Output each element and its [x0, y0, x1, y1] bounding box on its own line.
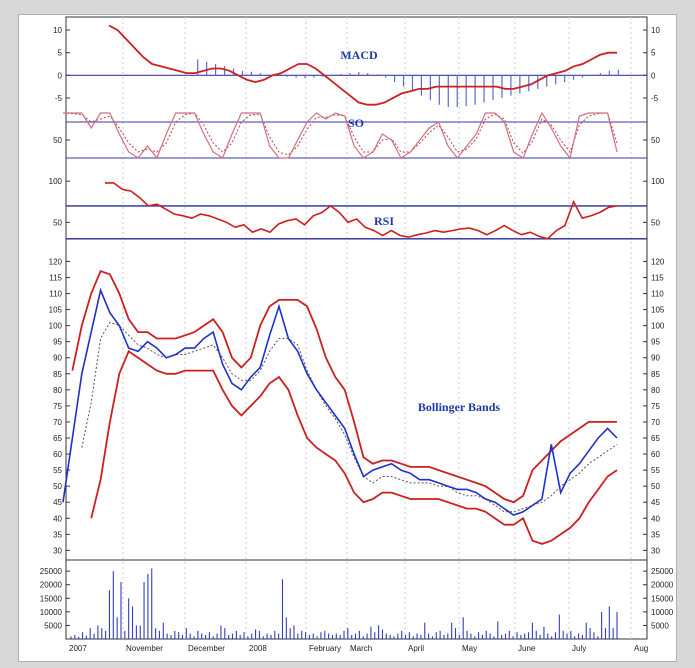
volume-tick-label: 25000	[40, 567, 63, 576]
plot-border	[65, 16, 648, 640]
upper-band-line	[71, 269, 617, 504]
price-tick-label: 70	[53, 418, 62, 427]
month-label: May	[462, 644, 477, 653]
so-title: SO	[348, 116, 364, 130]
price-tick-label-right: 110	[651, 290, 664, 299]
volume-tick-label-right: 10000	[651, 608, 674, 617]
price-tick-label: 35	[53, 530, 62, 539]
panel-frames	[65, 16, 648, 640]
so-tick-label-right: 50	[651, 136, 660, 145]
volume-tick-label-right: 20000	[651, 581, 674, 590]
rsi-title: RSI	[374, 214, 394, 228]
price-tick-label-right: 50	[651, 482, 660, 491]
rsi-panel	[66, 182, 647, 240]
so-tick-label: 50	[53, 136, 62, 145]
macd-tick-label-right: 5	[651, 49, 656, 58]
price-tick-label-right: 80	[651, 386, 660, 395]
volume-tick-label: 10000	[40, 608, 63, 617]
chart-canvas: 10 10 5 5 0 0 -5 -5 50 50 100 100 50 50 120 120 115 115 11…	[18, 14, 677, 662]
price-tick-label-right: 45	[651, 498, 660, 507]
rsi-tick-label: 100	[49, 177, 63, 186]
price-tick-label-right: 40	[651, 514, 660, 523]
macd-panel	[66, 24, 647, 107]
bollinger-title: Bollinger Bands	[418, 400, 500, 414]
price-tick-label-right: 105	[651, 306, 665, 315]
price-line	[62, 287, 618, 516]
so-panel	[62, 111, 647, 160]
price-tick-label-right: 65	[651, 434, 660, 443]
price-tick-label: 55	[53, 466, 62, 475]
price-tick-label-right: 75	[651, 402, 660, 411]
volume-tick-label-right: 25000	[651, 567, 674, 576]
price-tick-label-right: 30	[651, 546, 660, 555]
month-label: November	[126, 644, 163, 653]
month-label: April	[408, 644, 424, 653]
price-tick-label: 60	[53, 450, 62, 459]
volume-panel	[70, 568, 618, 639]
lower-band-line	[90, 349, 618, 545]
month-label: July	[572, 644, 586, 653]
rsi-tick-label-right: 100	[651, 177, 665, 186]
price-tick-label: 85	[53, 370, 62, 379]
month-label: 2008	[249, 644, 267, 653]
so-d-line	[62, 112, 618, 156]
macd-tick-label-right: 10	[651, 26, 660, 35]
month-label: Aug	[634, 644, 648, 653]
macd-tick-label: 10	[53, 26, 62, 35]
price-tick-label-right: 85	[651, 370, 660, 379]
macd-tick-label-right: -5	[651, 94, 659, 103]
rsi-tick-label-right: 50	[651, 218, 660, 227]
price-tick-label: 75	[53, 402, 62, 411]
macd-tick-label: -5	[55, 94, 63, 103]
price-tick-label-right: 100	[651, 322, 665, 331]
price-tick-label: 50	[53, 482, 62, 491]
price-tick-label-right: 120	[651, 257, 665, 266]
price-tick-label: 100	[49, 322, 63, 331]
macd-tick-label: 0	[58, 71, 63, 80]
volume-tick-label-right: 15000	[651, 594, 674, 603]
volume-tick-label: 5000	[44, 621, 62, 630]
price-tick-label: 105	[49, 306, 63, 315]
so-k-line	[63, 111, 618, 160]
price-tick-label: 30	[53, 546, 62, 555]
month-label: 2007	[69, 644, 87, 653]
price-tick-label-right: 60	[651, 450, 660, 459]
month-label: December	[188, 644, 225, 653]
rsi-line	[105, 182, 618, 240]
price-tick-label-right: 35	[651, 530, 660, 539]
price-tick-label-right: 70	[651, 418, 660, 427]
price-tick-label: 40	[53, 514, 62, 523]
macd-tick-label: 5	[58, 49, 63, 58]
volume-tick-label-right: 5000	[651, 621, 669, 630]
price-tick-label: 120	[49, 257, 63, 266]
month-gridlines	[122, 17, 632, 639]
price-tick-label: 110	[49, 290, 62, 299]
price-tick-label-right: 90	[651, 354, 660, 363]
macd-tick-label-right: 0	[651, 71, 656, 80]
price-tick-label: 65	[53, 434, 62, 443]
rsi-tick-label: 50	[53, 218, 62, 227]
macd-line	[108, 24, 617, 106]
month-label: February	[309, 644, 341, 653]
month-label: June	[518, 644, 536, 653]
price-tick-label-right: 95	[651, 338, 660, 347]
volume-tick-label: 15000	[40, 594, 63, 603]
macd-title: MACD	[340, 48, 378, 62]
volume-tick-label: 20000	[40, 581, 63, 590]
price-tick-label: 90	[53, 354, 62, 363]
price-tick-label: 80	[53, 386, 62, 395]
price-tick-label-right: 55	[651, 466, 660, 475]
price-tick-label-right: 115	[651, 273, 664, 282]
price-tick-label: 95	[53, 338, 62, 347]
month-label: March	[350, 644, 372, 653]
month-labels: 2007 November December 2008 February March Apr…	[69, 644, 648, 653]
price-tick-label: 115	[49, 273, 62, 282]
price-tick-label: 45	[53, 498, 62, 507]
price-panel	[62, 269, 618, 545]
